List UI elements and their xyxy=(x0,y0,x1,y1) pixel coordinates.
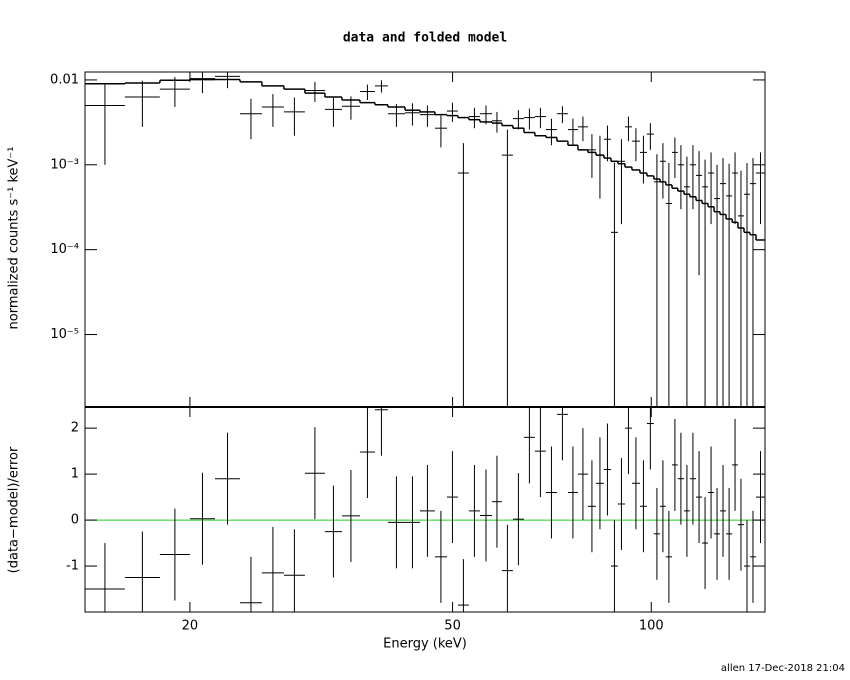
y-tick-label: 10⁻³ xyxy=(50,157,79,172)
chart-title: data and folded model xyxy=(343,31,507,46)
y-tick-label: 10⁻⁴ xyxy=(50,242,79,257)
y-tick-label: 10⁻⁵ xyxy=(50,327,79,342)
y-tick-label: 2 xyxy=(71,421,79,436)
plot-frame xyxy=(84,71,766,613)
y-tick-label: 0 xyxy=(71,513,79,528)
x-tick-label: 50 xyxy=(444,619,461,634)
x-tick-label: 100 xyxy=(639,619,664,634)
y-tick-label: 0.01 xyxy=(50,72,79,87)
y-tick-label: -1 xyxy=(66,559,79,574)
panel xyxy=(85,72,765,407)
panel xyxy=(85,407,765,612)
x-axis-label: Energy (keV) xyxy=(383,637,467,652)
y-tick-label: 1 xyxy=(71,467,79,482)
y-axis-label: (data−model)/error xyxy=(7,446,22,573)
y-axis-label: normalized counts s⁻¹ keV⁻¹ xyxy=(7,147,22,330)
footer: allen 17-Dec-2018 21:04 xyxy=(721,663,845,674)
x-tick-label: 20 xyxy=(182,619,199,634)
